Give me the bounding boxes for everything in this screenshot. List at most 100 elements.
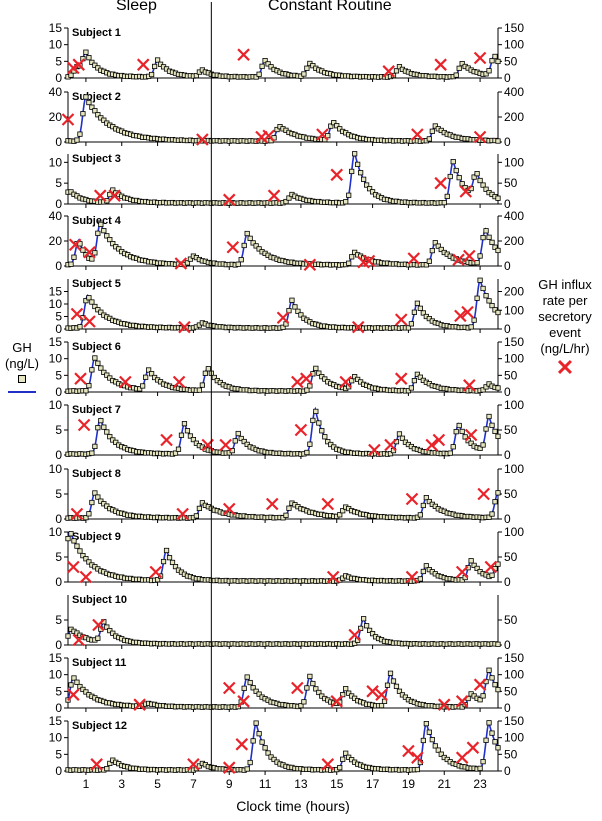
observed-point [489, 730, 495, 736]
secretory-event-marker [262, 129, 275, 143]
right-tick-label: 100 [504, 731, 524, 745]
secretory-event-marker [237, 695, 250, 708]
observed-point [107, 760, 113, 767]
observed-point [289, 297, 295, 303]
observed-point [95, 112, 101, 118]
observed-point [495, 687, 501, 693]
right-tick-label: 0 [504, 701, 511, 715]
observed-point [256, 691, 262, 697]
secretory-event-marker [382, 65, 395, 78]
secretory-event-marker [455, 565, 469, 579]
observed-point [340, 756, 346, 762]
left-tick-label: 10 [49, 525, 63, 539]
observed-point [396, 64, 403, 70]
secretory-event-marker [434, 176, 447, 190]
secretory-event-marker [473, 130, 487, 144]
observed-point [450, 159, 456, 165]
observed-point [92, 108, 98, 114]
right-legend-line5: (ng/L/hr) [540, 341, 590, 356]
secretory-event-marker [484, 560, 498, 574]
secretory-event-marker [67, 560, 80, 574]
right-tick-label: 100 [504, 155, 524, 169]
observed-point [113, 439, 119, 445]
secretory-event-marker [466, 741, 480, 754]
secretory-event-marker [149, 565, 163, 579]
right-tick-label: 100 [504, 668, 524, 682]
secretory-event-marker [267, 189, 281, 202]
observed-point [190, 436, 197, 443]
observed-point [337, 765, 343, 771]
observed-point [98, 221, 104, 228]
observed-point [184, 260, 191, 266]
observed-point [95, 635, 101, 641]
observed-point [256, 71, 262, 77]
subject-label: Subject 10 [72, 594, 127, 606]
observed-point [286, 195, 292, 201]
observed-point [462, 434, 468, 440]
observed-point [74, 679, 80, 685]
observed-point [456, 65, 462, 71]
observed-point [355, 161, 361, 167]
observed-point [495, 195, 501, 201]
observed-point [417, 576, 423, 582]
observed-point [107, 434, 113, 440]
observed-point [411, 378, 417, 384]
right-tick-label: 100 [504, 462, 524, 476]
observed-point [241, 685, 247, 691]
observed-point [444, 193, 450, 200]
secretory-event-marker [384, 438, 397, 452]
observed-point [286, 505, 292, 511]
observed-point [346, 690, 352, 696]
observed-point [420, 310, 426, 316]
secretory-event-marker [93, 189, 107, 202]
observed-point [74, 543, 80, 549]
observed-point [480, 182, 486, 188]
observed-point [202, 370, 208, 376]
subject-label: Subject 4 [72, 215, 122, 227]
observed-point [486, 667, 492, 673]
observed-point [77, 241, 83, 247]
observed-point [414, 300, 420, 306]
observed-point [169, 559, 176, 566]
observed-point [316, 689, 322, 696]
observed-point [98, 365, 104, 371]
secretory-event-marker [394, 313, 408, 326]
secretory-event-marker [321, 497, 335, 511]
left-legend: GH (ng/L) [0, 340, 44, 393]
observed-point [313, 408, 319, 415]
observed-point [459, 60, 465, 67]
left-tick-label: 0 [55, 575, 62, 589]
observed-point [283, 198, 289, 205]
right-tick-label: 400 [504, 85, 524, 99]
observed-point [352, 151, 358, 157]
observed-point [477, 445, 483, 451]
observed-point [265, 61, 271, 67]
left-tick-label: 0 [55, 764, 62, 778]
observed-point [414, 371, 420, 377]
right-legend: GH influx rate per secretory event (ng/L… [528, 277, 602, 379]
observed-point [65, 536, 71, 542]
observed-point [423, 563, 429, 569]
observed-point [414, 766, 420, 773]
secretory-event-marker [402, 744, 415, 758]
observed-point [259, 63, 265, 69]
secretory-event-marker [291, 375, 304, 389]
observed-point [83, 94, 89, 100]
observed-point [429, 128, 435, 134]
observed-point [283, 512, 289, 518]
observed-point [313, 686, 319, 692]
secretory-event-marker [72, 58, 86, 71]
observed-point [104, 372, 110, 378]
observed-point [83, 388, 89, 394]
observed-point [432, 743, 438, 749]
left-tick-label: 0 [55, 259, 62, 273]
observed-point [304, 387, 310, 393]
left-tick-label: 10 [49, 398, 63, 412]
secretory-event-marker [473, 51, 487, 65]
right-tick-label: 0 [504, 764, 511, 778]
observed-point [74, 137, 80, 143]
observed-point [265, 750, 271, 756]
subject-label: Subject 7 [72, 404, 121, 416]
observed-point [304, 449, 310, 456]
secretory-event-marker [339, 375, 352, 389]
